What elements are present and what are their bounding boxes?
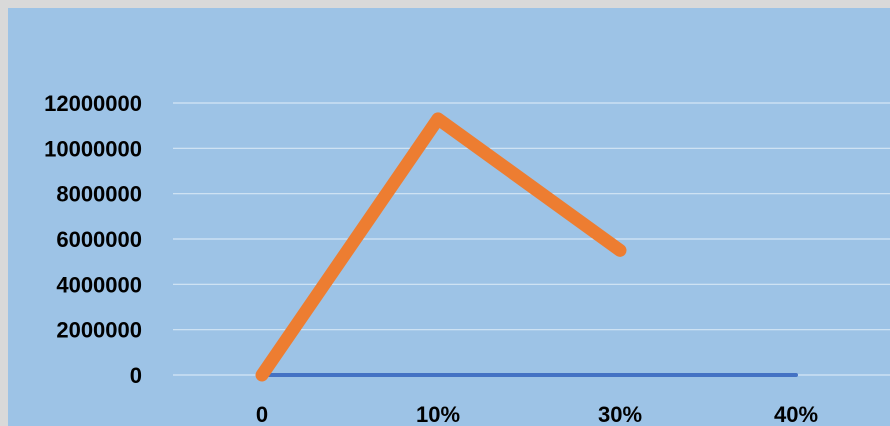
x-tick-label: 10% — [416, 402, 460, 426]
y-tick-label: 8000000 — [56, 182, 142, 207]
x-axis-tick-labels: 0 10% 30% 40% — [256, 402, 818, 426]
y-tick-label: 10000000 — [44, 136, 142, 161]
y-axis-tick-labels: 0 2000000 4000000 6000000 8000000 10000000 120… — [44, 91, 142, 388]
x-tick-label: 0 — [256, 402, 268, 426]
y-tick-label: 2000000 — [56, 318, 142, 343]
series-line-orange — [255, 112, 627, 382]
series-lines — [255, 112, 798, 382]
y-tick-label: 4000000 — [56, 272, 142, 297]
chart-area: 0 2000000 4000000 6000000 8000000 10000000 120… — [8, 8, 890, 426]
y-tick-label: 0 — [130, 363, 142, 388]
y-tick-label: 12000000 — [44, 91, 142, 116]
x-tick-label: 30% — [598, 402, 642, 426]
gridlines — [173, 102, 890, 376]
y-tick-label: 6000000 — [56, 227, 142, 252]
line-chart: 0 2000000 4000000 6000000 8000000 10000000 120… — [44, 91, 890, 426]
x-tick-label: 40% — [774, 402, 818, 426]
